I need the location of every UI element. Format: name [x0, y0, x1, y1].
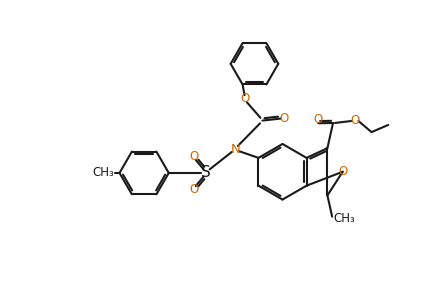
Text: O: O — [279, 112, 289, 125]
Text: O: O — [350, 114, 360, 128]
Text: S: S — [201, 166, 211, 180]
Text: CH₃: CH₃ — [333, 212, 355, 225]
Text: O: O — [338, 165, 347, 178]
Text: O: O — [189, 183, 198, 196]
Text: O: O — [240, 92, 249, 105]
Text: O: O — [314, 113, 323, 126]
Text: O: O — [189, 150, 198, 163]
Text: N: N — [230, 143, 240, 156]
Text: CH₃: CH₃ — [92, 166, 114, 179]
